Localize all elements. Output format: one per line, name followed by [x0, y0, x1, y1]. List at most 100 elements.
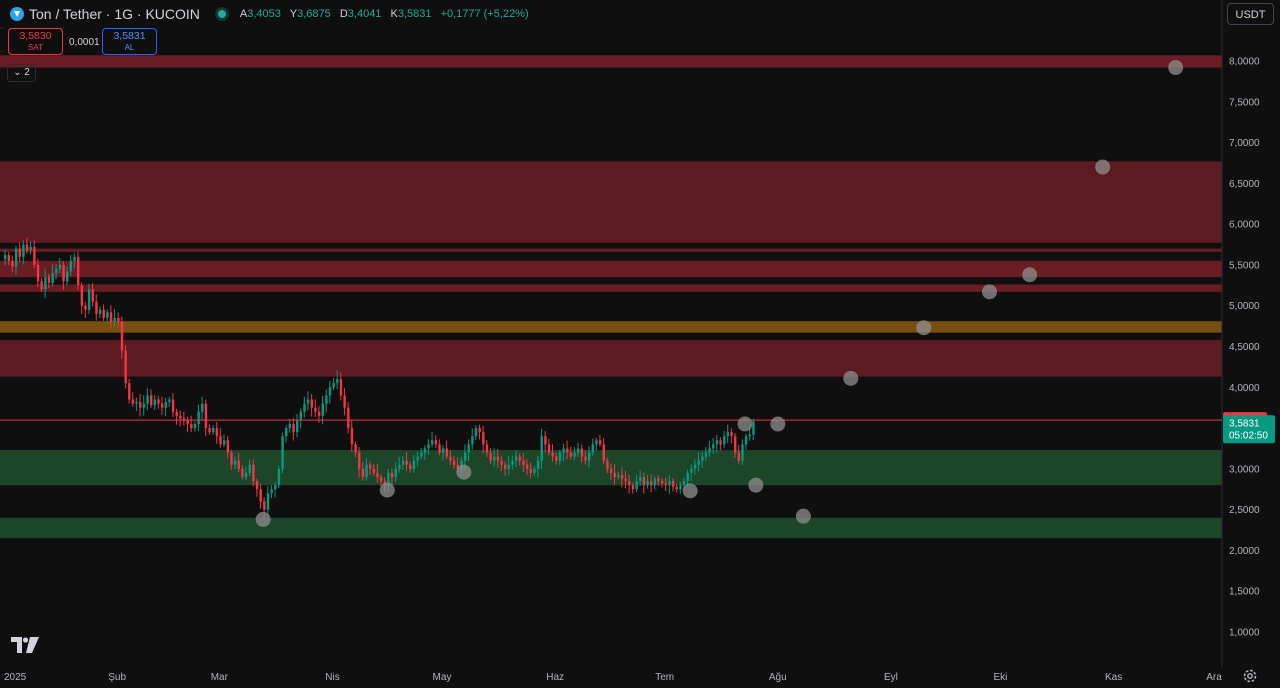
candle-body [244, 472, 248, 478]
candle-body [142, 403, 146, 408]
target-marker[interactable] [795, 508, 811, 524]
y-axis[interactable]: 8,0000 7,5000 7,0000 6,5000 6,0000 5,5000 5,00… [1223, 57, 1275, 639]
candle-body [650, 481, 653, 486]
resistance-zone[interactable] [0, 339, 1222, 377]
candle-body [179, 415, 182, 419]
target-marker[interactable] [916, 320, 932, 336]
target-marker[interactable] [770, 416, 786, 432]
candle-body [325, 395, 328, 404]
candle-body [106, 312, 109, 318]
sell-button[interactable]: 3,5830 SAT [8, 28, 63, 55]
open-key: A [239, 8, 248, 20]
support-zone[interactable] [0, 517, 1222, 539]
resistance-zone[interactable] [0, 321, 1222, 333]
candle-body [343, 395, 346, 408]
candle-body [489, 452, 492, 461]
target-marker[interactable] [682, 483, 698, 499]
candle-body [555, 456, 558, 461]
candle-body [288, 423, 292, 429]
candle-body [387, 472, 390, 486]
resistance-zone[interactable] [0, 55, 1222, 68]
market-status-icon[interactable] [217, 10, 226, 18]
candle-body [551, 452, 554, 457]
symbol-title[interactable]: Ton / Tether · 1G · KUCOIN [29, 6, 200, 22]
candle-body [584, 456, 587, 461]
current-price-label: 3,5831 [1229, 418, 1260, 429]
candle-body [679, 485, 682, 490]
candle-body [533, 468, 536, 473]
buy-button[interactable]: 3,5831 AL [102, 28, 157, 55]
x-axis[interactable]: 2025 Şub Mar Nis May Haz Tem Ağu Eyl Eki Kas Ara [4, 672, 1222, 683]
candle-body [171, 399, 175, 412]
candle-body [748, 434, 751, 437]
candle-body [124, 350, 127, 384]
target-marker[interactable] [379, 482, 395, 498]
resistance-zone[interactable] [0, 260, 1222, 278]
zones-layer [0, 55, 1222, 539]
target-marker[interactable] [843, 370, 859, 386]
y-tick-label: 7,5000 [1229, 97, 1260, 108]
sell-label: SAT [28, 43, 43, 52]
candle-body [642, 477, 646, 486]
candle-body [580, 448, 584, 457]
candle-body [540, 436, 543, 461]
x-tick-label: Ağu [769, 672, 787, 683]
candle-body [496, 456, 500, 461]
open-value: 3,4053 [247, 8, 281, 20]
current-price-tag[interactable] [1223, 415, 1275, 444]
gear-icon[interactable] [1242, 668, 1258, 684]
x-tick-label: Mar [211, 672, 229, 683]
target-marker[interactable] [255, 511, 271, 527]
currency-selector[interactable]: USDT [1227, 3, 1274, 25]
candle-body [117, 317, 120, 323]
countdown-label: 05:02:50 [1229, 430, 1268, 441]
candle-body [671, 481, 675, 487]
candle-body [511, 460, 514, 465]
target-marker[interactable] [748, 477, 764, 493]
resistance-zone[interactable] [0, 284, 1222, 292]
indicators-collapse-button[interactable]: ⌄ 2 [7, 64, 36, 82]
candle-body [186, 419, 189, 424]
candle-body [394, 468, 397, 478]
target-marker[interactable] [982, 284, 997, 300]
candle-body [460, 460, 463, 469]
symbol-header: Ton / Tether · 1G · KUCOIN A3,4053 Y3,68… [0, 0, 535, 28]
x-tick-label: May [433, 672, 452, 683]
candle-body [296, 419, 299, 433]
candle-body [248, 464, 251, 473]
candle-body [255, 481, 259, 490]
candle-body [558, 452, 562, 461]
candle-body [723, 436, 726, 445]
candle-body [11, 260, 14, 267]
candle-body [690, 468, 693, 473]
candle-body [310, 399, 313, 408]
candle-body [445, 448, 449, 457]
change-value: +0,1777 (+5,22%) [440, 8, 529, 20]
candle-body [73, 256, 76, 261]
target-marker[interactable] [1168, 60, 1184, 76]
candle-body [715, 440, 719, 445]
y-tick-label: 1,5000 [1229, 587, 1260, 598]
candle-body [277, 468, 281, 486]
resistance-zone[interactable] [0, 161, 1222, 243]
target-marker[interactable] [1022, 267, 1038, 283]
tradingview-logo-icon[interactable] [11, 637, 39, 653]
target-marker[interactable] [737, 416, 753, 432]
candle-body [412, 460, 416, 469]
candle-body [423, 448, 427, 453]
buy-price: 3,5831 [113, 30, 146, 42]
target-marker[interactable] [1095, 159, 1111, 175]
candle-body [69, 260, 73, 272]
candle-body [197, 411, 200, 424]
target-marker[interactable] [456, 464, 472, 480]
candle-body [109, 312, 113, 323]
candle-body [306, 399, 310, 404]
candle-body [29, 246, 32, 251]
candle-body [102, 309, 105, 318]
candle-body [153, 399, 157, 406]
resistance-zone[interactable] [0, 248, 1222, 252]
candle-body [77, 256, 80, 286]
candle-body [33, 246, 36, 265]
candle-body [328, 387, 332, 396]
